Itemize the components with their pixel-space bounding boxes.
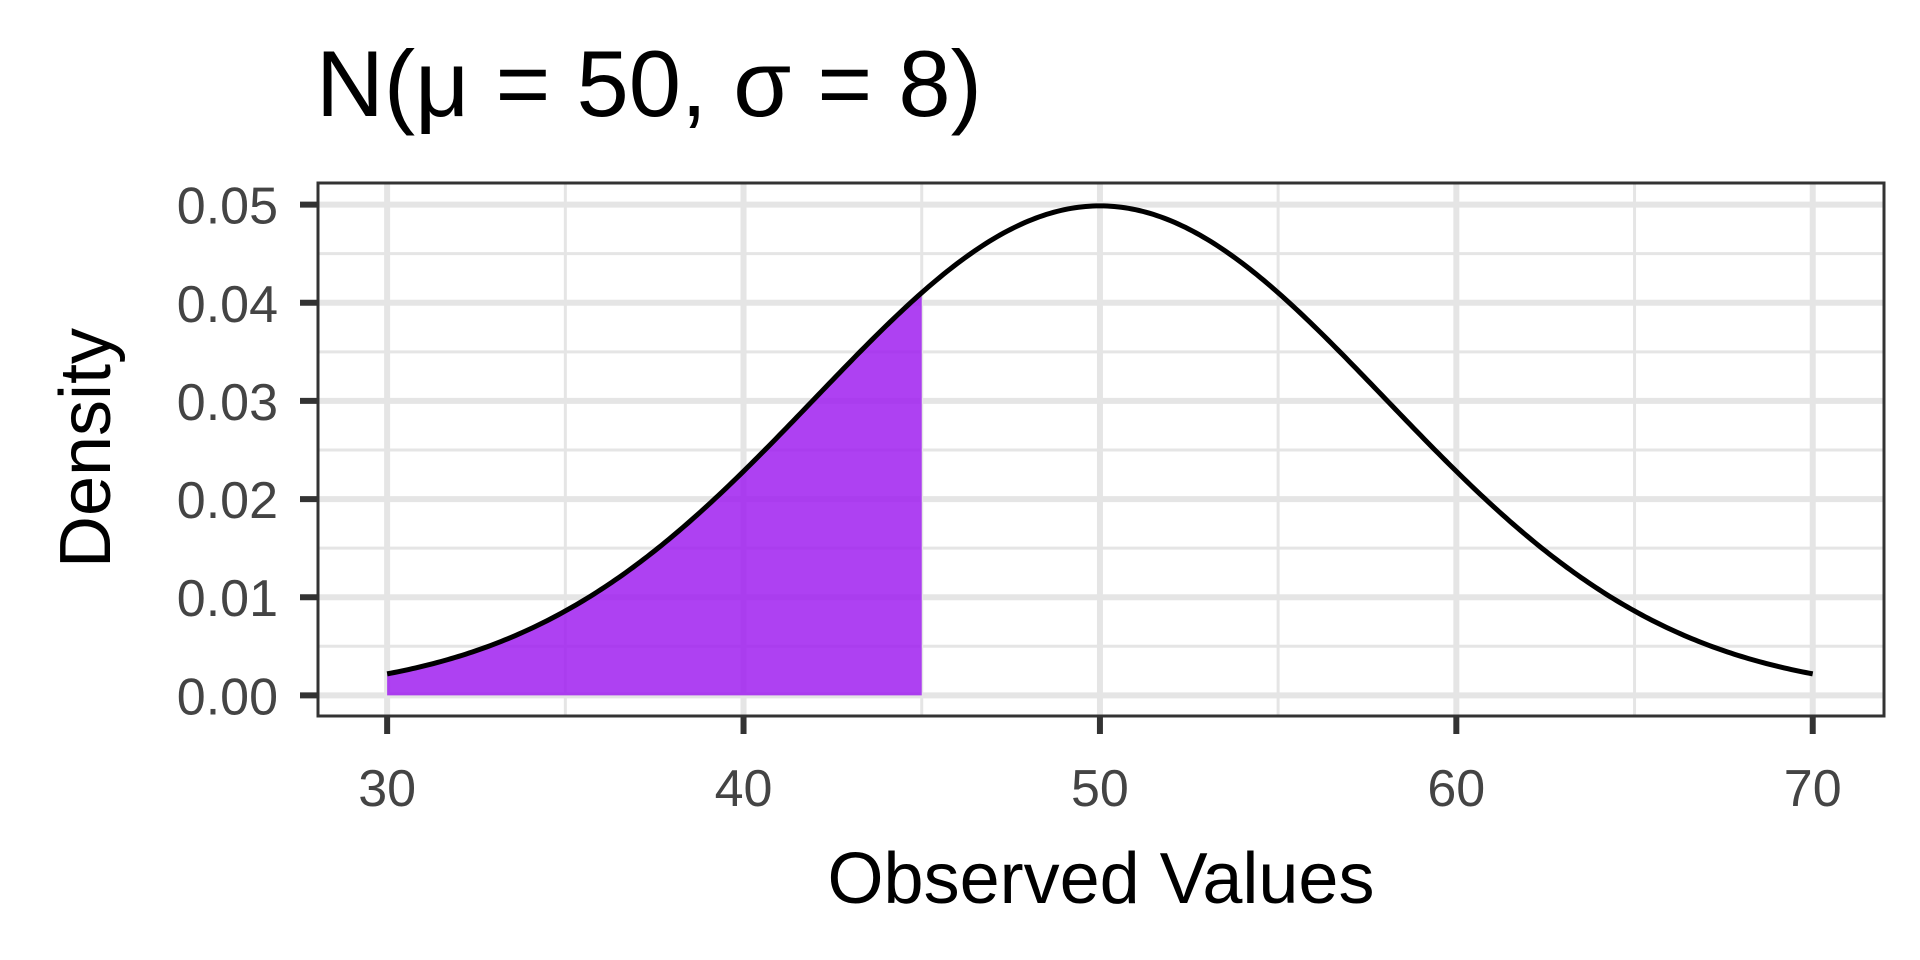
chart-title: N(μ = 50, σ = 8) [316,31,982,136]
x-tick-label: 60 [1427,760,1485,818]
x-tick-label: 70 [1784,760,1842,818]
y-tick-label: 0.00 [177,668,278,726]
x-tick-label: 40 [715,760,773,818]
axis-ticks: 30 40 50 60 70 0.00 0.01 0.02 0.03 0.04 0.05 [177,178,1842,818]
y-tick-label: 0.05 [177,178,278,236]
gridlines [318,183,1884,716]
x-tick-label: 30 [358,760,416,818]
y-axis-title: Density [46,328,126,568]
y-tick-label: 0.03 [177,374,278,432]
y-tick-label: 0.02 [177,472,278,530]
x-axis-title: Observed Values [828,839,1375,919]
y-tick-label: 0.04 [177,276,278,334]
shaded-area [387,292,922,696]
density-curve [386,203,1814,677]
y-tick-label: 0.01 [177,570,278,628]
x-tick-label: 50 [1071,760,1129,818]
